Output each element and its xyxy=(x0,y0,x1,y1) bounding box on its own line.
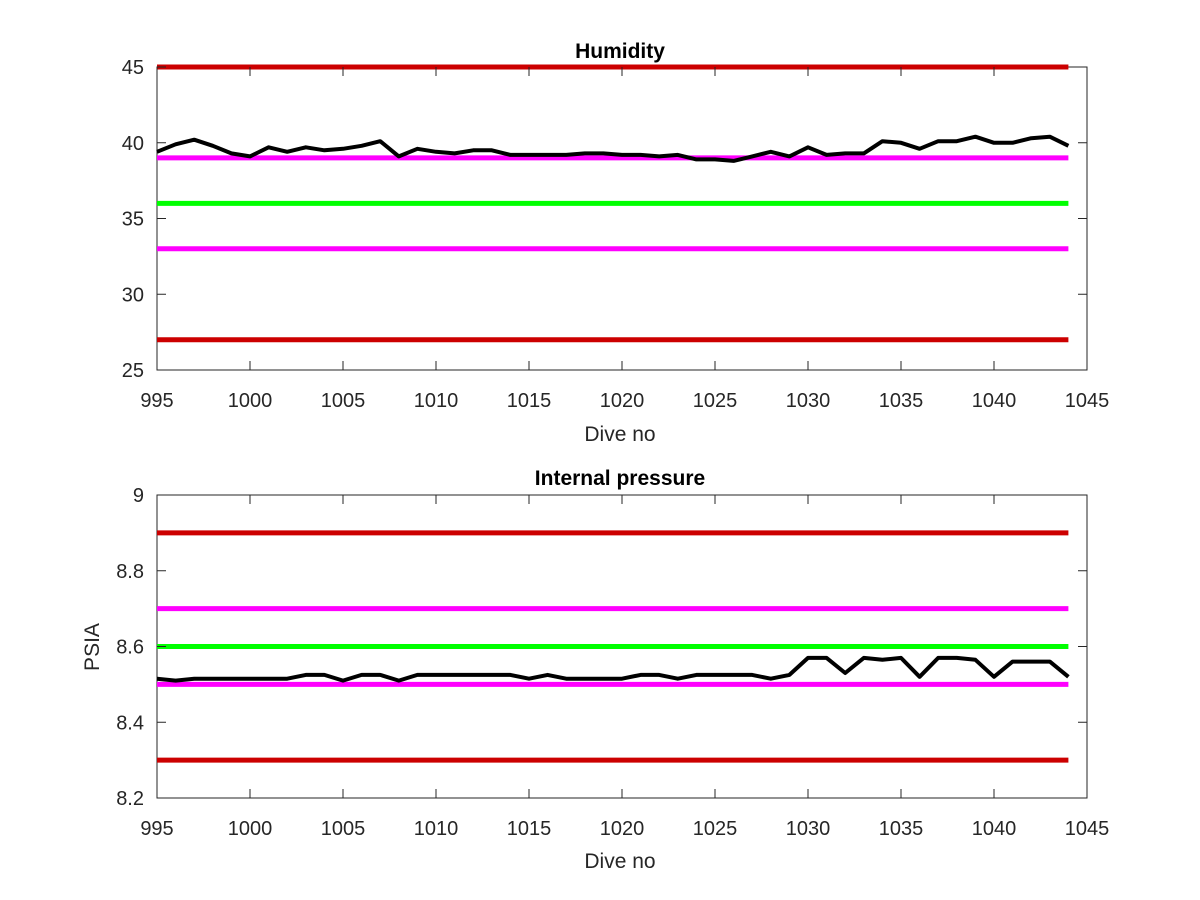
internal-pressure-series-group xyxy=(156,655,1070,683)
internal-pressure-x-tick-label: 1040 xyxy=(972,818,1017,840)
humidity-x-axis-label: Dive no xyxy=(584,423,655,446)
internal-pressure-x-tick-label: 1020 xyxy=(600,818,645,840)
internal-pressure-y-tick-label: 8.6 xyxy=(116,637,144,659)
internal-pressure-chart: 995 1000 1005 1010 1015 1020 1025 1030 1035 1040 1… xyxy=(81,467,1109,873)
internal-pressure-x-tick-label: 1035 xyxy=(879,818,924,840)
humidity-y-tick-label: 30 xyxy=(122,284,144,306)
humidity-x-tick-label: 1045 xyxy=(1065,390,1110,412)
internal-pressure-y-tick-label: 8.8 xyxy=(116,561,144,583)
humidity-x-tick-label: 1035 xyxy=(879,390,924,412)
internal-pressure-x-tick-label: 1000 xyxy=(228,818,273,840)
internal-pressure-x-tick-label: 1015 xyxy=(507,818,552,840)
humidity-x-tick-label: 1020 xyxy=(600,390,645,412)
humidity-y-tick-label: 45 xyxy=(122,57,144,79)
internal-pressure-y-tick-label: 8.4 xyxy=(116,712,144,734)
humidity-x-tick-label: 1000 xyxy=(228,390,273,412)
internal-pressure-title: Internal pressure xyxy=(535,467,705,490)
humidity-y-ticks: 25 30 35 40 45 xyxy=(122,57,1087,382)
humidity-y-tick-label: 40 xyxy=(122,133,144,155)
humidity-x-ticks: 995 1000 1005 1010 1015 1020 1025 1030 1035 1040 1… xyxy=(140,67,1109,412)
humidity-x-tick-label: 1025 xyxy=(693,390,738,412)
internal-pressure-y-axis-label: PSIA xyxy=(81,623,104,671)
humidity-x-tick-label: 1005 xyxy=(321,390,366,412)
humidity-y-tick-label: 35 xyxy=(122,209,144,231)
humidity-x-tick-label: 1030 xyxy=(786,390,831,412)
internal-pressure-x-tick-label: 1030 xyxy=(786,818,831,840)
humidity-x-tick-label: 1010 xyxy=(414,390,459,412)
internal-pressure-reference-lines xyxy=(157,530,1069,763)
internal-pressure-x-tick-label: 995 xyxy=(140,818,173,840)
internal-pressure-series-line-0 xyxy=(156,655,1070,683)
internal-pressure-x-tick-label: 1010 xyxy=(414,818,459,840)
humidity-series-group xyxy=(156,134,1070,163)
humidity-series-line-0 xyxy=(156,134,1070,163)
humidity-title: Humidity xyxy=(575,40,665,63)
humidity-x-tick-label: 995 xyxy=(140,390,173,412)
humidity-chart: 995 1000 1005 1010 1015 1020 1025 1030 1035 1040 1… xyxy=(122,40,1110,446)
humidity-y-tick-label: 25 xyxy=(122,360,144,382)
humidity-x-tick-label: 1015 xyxy=(507,390,552,412)
internal-pressure-y-ticks: 8.2 8.4 8.6 8.8 9 xyxy=(116,485,1087,810)
internal-pressure-x-tick-label: 1005 xyxy=(321,818,366,840)
internal-pressure-x-tick-label: 1025 xyxy=(693,818,738,840)
internal-pressure-y-tick-label: 9 xyxy=(133,485,144,507)
internal-pressure-x-tick-label: 1045 xyxy=(1065,818,1110,840)
internal-pressure-x-axis-label: Dive no xyxy=(584,850,655,873)
humidity-plot-area xyxy=(156,66,1088,371)
humidity-reference-lines xyxy=(157,64,1069,343)
humidity-x-tick-label: 1040 xyxy=(972,390,1017,412)
internal-pressure-y-tick-label: 8.2 xyxy=(116,788,144,810)
internal-pressure-x-ticks: 995 1000 1005 1010 1015 1020 1025 1030 1035 1040 1… xyxy=(140,495,1109,840)
